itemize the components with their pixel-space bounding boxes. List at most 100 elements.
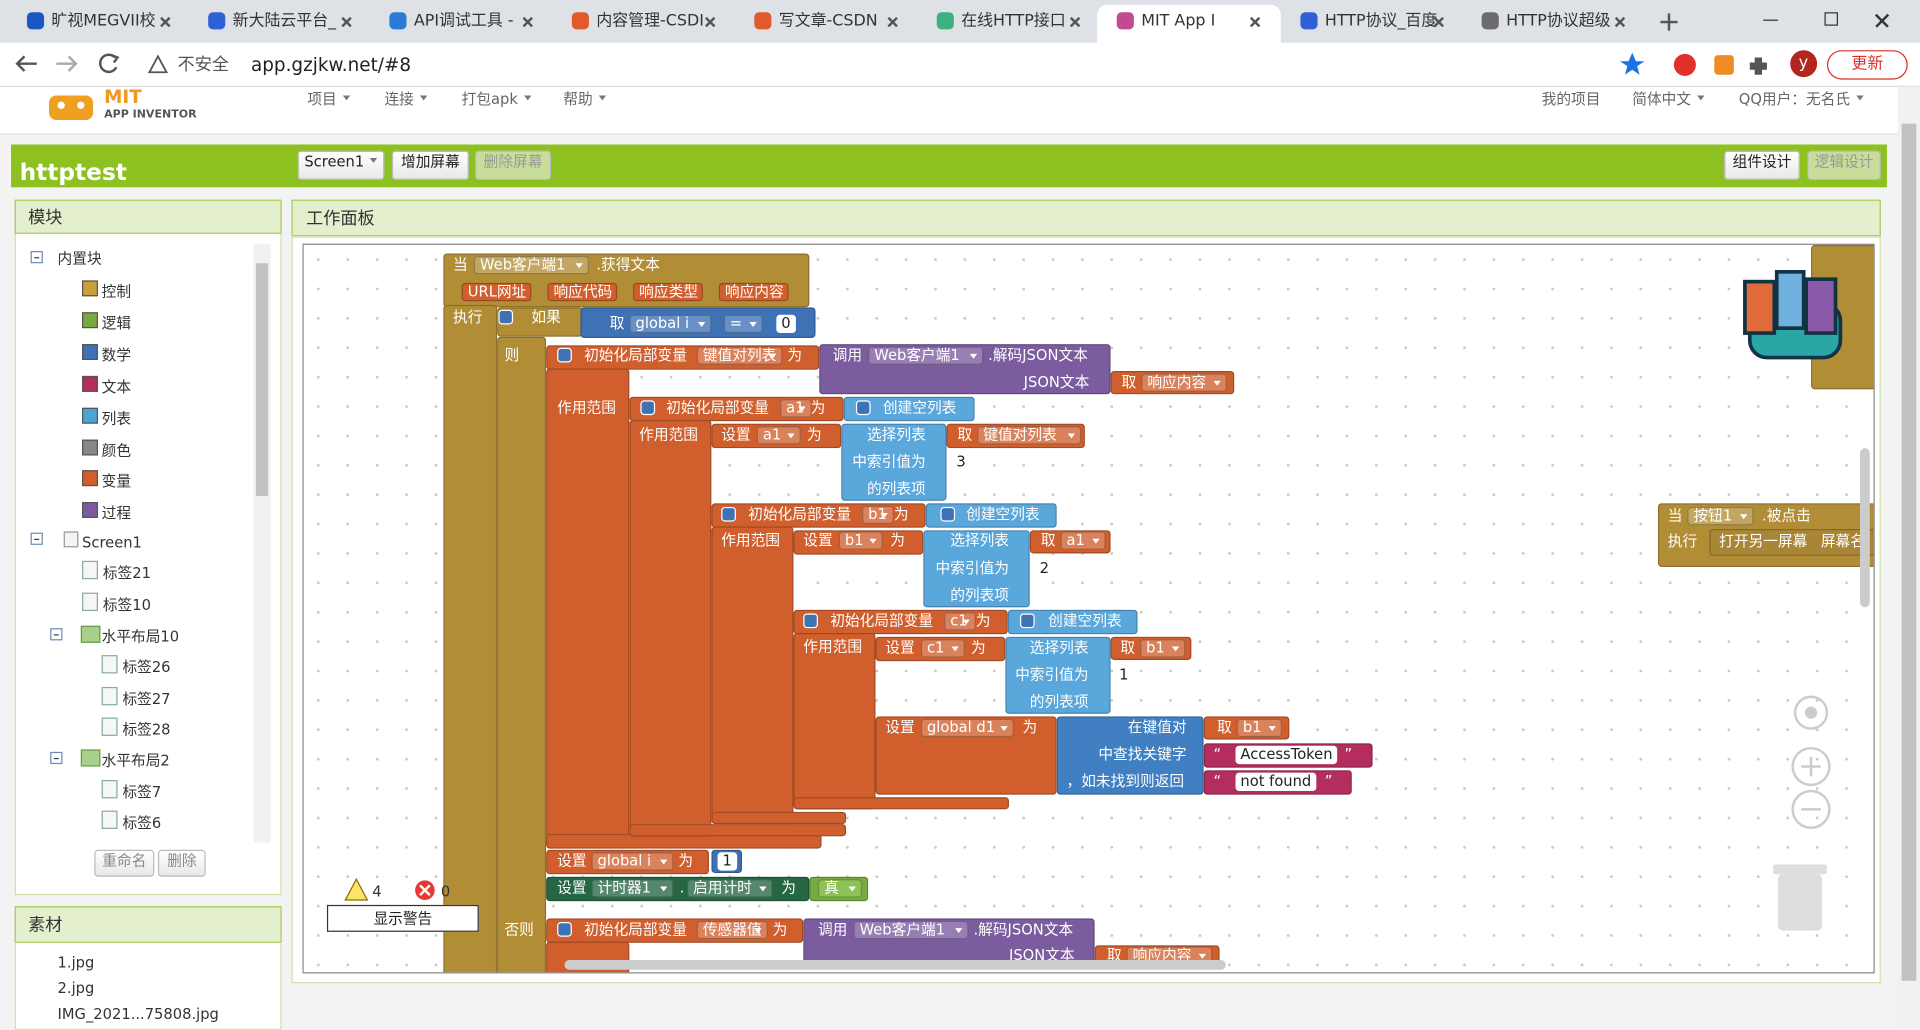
block[interactable] <box>1110 636 1192 661</box>
toolbar-button[interactable]: Screen1 <box>297 150 385 181</box>
tree-toggle[interactable] <box>50 628 63 641</box>
dropdown-field[interactable]: b1 <box>1140 639 1186 658</box>
media-file[interactable]: 2.jpg <box>57 979 95 997</box>
tree-node[interactable]: 标签7 <box>122 783 162 801</box>
tree-node[interactable]: 标签27 <box>122 690 171 708</box>
block[interactable] <box>1005 636 1111 714</box>
dropdown-field[interactable]: a1 <box>756 426 801 445</box>
number-field[interactable]: 1 <box>1114 666 1134 685</box>
blocks-workspace[interactable]: 当 Web客户端1 .获得文本 URL网址 响应代码 响应类型 响应内容 执行 如果取 globa… <box>302 243 1875 974</box>
block[interactable] <box>711 526 794 825</box>
block[interactable] <box>1709 528 1874 556</box>
media-file[interactable]: IMG_2021...75808.jpg <box>57 1005 219 1023</box>
dropdown-field[interactable]: a1 <box>1060 531 1106 550</box>
number-field[interactable]: 2 <box>1034 559 1054 578</box>
drawer-item[interactable]: 变量 <box>101 473 132 491</box>
new-tab-icon[interactable] <box>1667 13 1671 31</box>
dropdown-field[interactable]: 响应代码 <box>547 282 618 302</box>
dropdown-field[interactable]: 响应类型 <box>633 282 703 302</box>
drawer-item[interactable]: 逻辑 <box>101 314 132 332</box>
tree-toggle[interactable] <box>50 751 63 765</box>
scroll-thumb[interactable] <box>255 263 269 496</box>
url[interactable]: app.gzjkw.net/#8 <box>251 53 412 76</box>
toolbar-icons[interactable] <box>1616 47 1830 84</box>
number-field[interactable]: 0 <box>776 314 796 334</box>
dropdown-field[interactable]: Web客户端1 <box>853 920 969 940</box>
block[interactable] <box>1056 716 1204 795</box>
tab-title[interactable]: 新大陆云平台_ <box>232 12 337 31</box>
tab-title[interactable]: API调试工具 - <box>413 12 514 31</box>
mutator-icon[interactable] <box>803 613 818 629</box>
block[interactable] <box>946 423 1085 449</box>
dropdown-field[interactable]: 响应内容 <box>1126 946 1213 965</box>
block[interactable] <box>629 396 844 422</box>
block[interactable] <box>793 797 1009 810</box>
tree-node[interactable]: 水平布局2 <box>101 751 170 769</box>
dropdown-field[interactable]: 响应内容 <box>718 282 789 302</box>
mutator-icon[interactable] <box>640 400 656 416</box>
language-menu[interactable]: 简体中文 <box>1632 89 1704 109</box>
tree-node[interactable]: 标签10 <box>102 596 151 614</box>
dropdown-field[interactable]: c1 <box>920 639 965 658</box>
media-file[interactable]: 1.jpg <box>57 953 95 972</box>
dropdown-field[interactable]: 真 <box>817 879 863 898</box>
tree-node[interactable]: 标签21 <box>102 564 151 582</box>
dropdown-field[interactable]: global i <box>591 852 674 871</box>
tree-node[interactable]: 内置块 <box>57 249 102 267</box>
tree-toggle[interactable] <box>30 532 43 545</box>
tree-node[interactable]: 水平布局10 <box>101 628 180 646</box>
tree-node[interactable]: Screen1 <box>82 533 142 552</box>
mutator-icon[interactable] <box>855 400 871 416</box>
show-warnings-button[interactable]: 显示警告 <box>326 904 479 932</box>
block[interactable] <box>875 716 1057 795</box>
block[interactable] <box>793 633 876 810</box>
menu-item[interactable]: 帮助 <box>563 89 606 109</box>
tree-node[interactable]: 标签28 <box>122 721 171 739</box>
block[interactable] <box>1811 244 1874 390</box>
tab-title[interactable]: MIT App I <box>1141 12 1216 31</box>
block[interactable] <box>497 336 547 973</box>
block[interactable] <box>711 811 847 825</box>
mutator-icon[interactable] <box>1020 613 1035 629</box>
block[interactable] <box>923 530 1030 608</box>
toolbar-button[interactable]: 逻辑设计 <box>1807 150 1881 181</box>
text-field[interactable]: AccessToken <box>1235 745 1338 765</box>
block[interactable] <box>546 941 630 973</box>
block[interactable] <box>629 420 712 837</box>
drawer-item[interactable]: 文本 <box>101 377 132 396</box>
dropdown-field[interactable]: c1 <box>944 612 976 631</box>
dropdown-field[interactable]: 键值对列表 <box>696 346 783 365</box>
dropdown-field[interactable]: 传感器值 <box>696 920 768 940</box>
my-projects-link[interactable]: 我的项目 <box>1541 90 1601 108</box>
tree-node[interactable]: 标签26 <box>122 658 171 676</box>
drawer-item[interactable]: 颜色 <box>101 441 132 459</box>
block[interactable] <box>443 304 498 973</box>
dropdown-field[interactable]: a1 <box>780 399 812 418</box>
block[interactable] <box>546 849 709 875</box>
scroll-thumb[interactable] <box>1901 123 1917 981</box>
dropdown-field[interactable]: Web客户端1 <box>868 346 984 365</box>
menu-item[interactable]: 连接 <box>384 89 427 109</box>
dropdown-field[interactable]: = <box>723 314 763 334</box>
block[interactable] <box>1203 716 1290 740</box>
dropdown-field[interactable]: global i <box>629 314 712 334</box>
mutator-icon[interactable] <box>557 922 572 937</box>
tab-title[interactable]: 写文章-CSDN <box>778 12 878 31</box>
dropdown-field[interactable]: 按钮1 <box>1687 506 1754 526</box>
toolbar-button[interactable]: 删除屏幕 <box>475 150 552 181</box>
mutator-icon[interactable] <box>940 506 956 522</box>
mutator-icon[interactable] <box>557 347 572 363</box>
user-menu[interactable]: QQ用户：无名氏 <box>1739 89 1864 109</box>
block[interactable] <box>711 423 842 449</box>
toolbar-button[interactable]: 增加屏幕 <box>391 150 469 181</box>
menu-item[interactable]: 打包apk <box>462 89 532 109</box>
dropdown-field[interactable]: b1 <box>1236 718 1283 738</box>
dropdown-field[interactable]: b1 <box>862 505 894 525</box>
toolbar-button[interactable]: 组件设计 <box>1724 150 1801 181</box>
dropdown-field[interactable]: global d1 <box>920 718 1014 738</box>
page-scrollbar[interactable] <box>1897 86 1920 1030</box>
tab-title[interactable]: HTTP协议_百度 <box>1324 12 1438 31</box>
dropdown-field[interactable]: 启用计时 <box>686 879 773 898</box>
block[interactable] <box>819 344 1111 395</box>
block[interactable] <box>1029 530 1111 554</box>
